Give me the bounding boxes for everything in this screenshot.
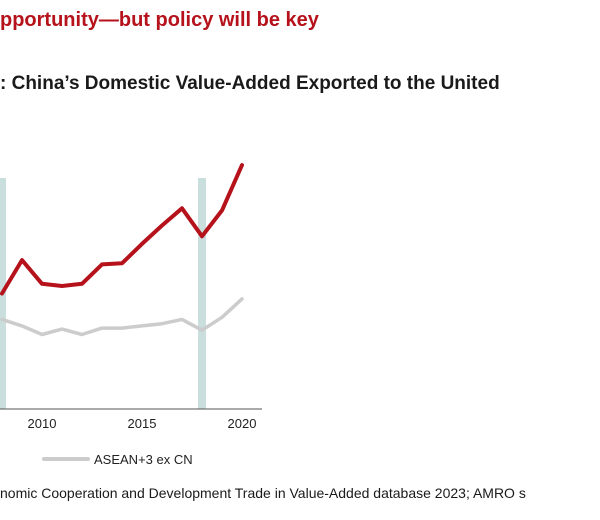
series-line-asean-3-ex-cn <box>0 297 244 337</box>
shaded-band-2 <box>198 178 206 409</box>
line-chart: 2010 2015 2020 ASEAN+3 ex CN <box>0 163 262 467</box>
x-tick-label-2020: 2020 <box>228 416 257 431</box>
headline: pportunity—but policy will be key <box>0 9 319 31</box>
chart-title: : China’s Domestic Value-Added Exported … <box>0 73 500 94</box>
x-tick-label-2010: 2010 <box>28 416 57 431</box>
x-tick-label-2015: 2015 <box>128 416 157 431</box>
source-note: nomic Cooperation and Development Trade … <box>0 485 526 501</box>
series-line-china <box>0 163 244 296</box>
legend-label-asean: ASEAN+3 ex CN <box>94 452 193 467</box>
